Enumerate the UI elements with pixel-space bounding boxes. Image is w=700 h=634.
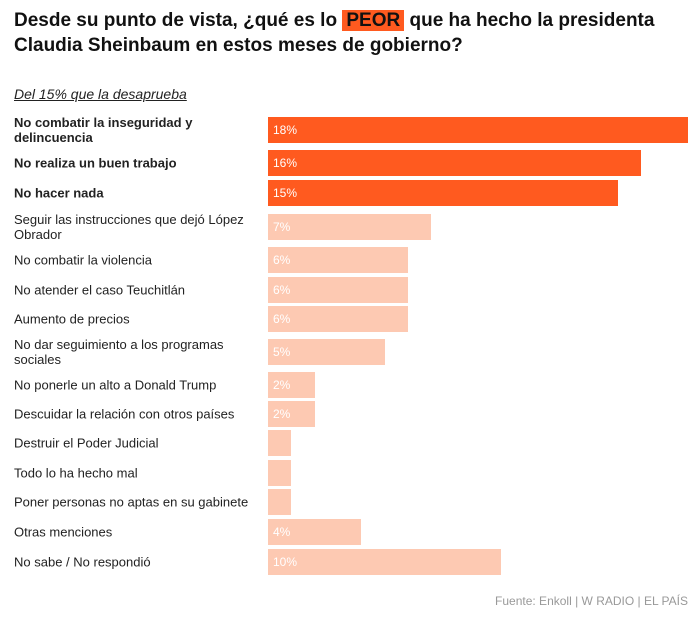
value-label: 15% bbox=[273, 186, 298, 200]
category-label: No hacer nada bbox=[14, 185, 104, 201]
title-highlight: PEOR bbox=[342, 10, 405, 31]
value-label: 10% bbox=[273, 555, 298, 569]
bar bbox=[268, 339, 385, 365]
title-text: Desde su punto de vista, ¿qué es lo bbox=[14, 10, 338, 31]
category-label: Destruir el Poder Judicial bbox=[14, 435, 159, 451]
source: Fuente: Enkoll | W RADIO | EL PAÍS bbox=[495, 594, 688, 608]
bar bbox=[268, 150, 642, 176]
bar bbox=[268, 519, 362, 545]
bar bbox=[268, 247, 408, 273]
value-label: 6% bbox=[273, 253, 291, 267]
category-label: Otras menciones bbox=[14, 524, 113, 540]
bar bbox=[268, 277, 408, 303]
bar bbox=[268, 306, 408, 332]
bar bbox=[268, 214, 432, 240]
value-label: 6% bbox=[273, 312, 291, 326]
value-label: 4% bbox=[273, 525, 291, 539]
category-label: No sabe / No respondió bbox=[14, 554, 151, 570]
subtitle: Del 15% que la desaprueba bbox=[14, 86, 187, 102]
value-label: 2% bbox=[273, 407, 291, 421]
category-label: Descuidar la relación con otros países bbox=[14, 406, 235, 422]
category-label: Poner personas no aptas en su gabinete bbox=[14, 494, 249, 510]
category-label: Aumento de precios bbox=[14, 311, 130, 327]
value-label: 6% bbox=[273, 283, 291, 297]
category-label: No realiza un buen trabajo bbox=[14, 155, 177, 171]
category-label: No ponerle un alto a Donald Trump bbox=[14, 377, 217, 393]
value-label: 2% bbox=[273, 378, 291, 392]
value-label: 5% bbox=[273, 345, 291, 359]
bar bbox=[268, 117, 688, 143]
value-label: 18% bbox=[273, 123, 298, 137]
bar bbox=[268, 489, 292, 515]
category-label: Todo lo ha hecho mal bbox=[14, 465, 138, 481]
category-label: No combatir la inseguridad y delincuenci… bbox=[14, 115, 193, 145]
category-label: No dar seguimiento a los programas socia… bbox=[14, 337, 224, 367]
title-text: que ha hecho la presidenta Claudia Shein… bbox=[14, 10, 655, 56]
value-label: 7% bbox=[273, 220, 291, 234]
category-label: No atender el caso Teuchitlán bbox=[14, 282, 186, 298]
bar bbox=[268, 180, 618, 206]
chart-title: Desde su punto de vista, ¿qué es lo PEOR… bbox=[14, 8, 694, 58]
category-label: Seguir las instrucciones que dejó López … bbox=[14, 212, 244, 242]
bar bbox=[268, 460, 292, 486]
bar bbox=[268, 372, 315, 398]
category-label: No combatir la violencia bbox=[14, 252, 153, 268]
bar bbox=[268, 430, 292, 456]
bar bbox=[268, 549, 502, 575]
bar bbox=[268, 401, 315, 427]
value-label: 16% bbox=[273, 156, 298, 170]
